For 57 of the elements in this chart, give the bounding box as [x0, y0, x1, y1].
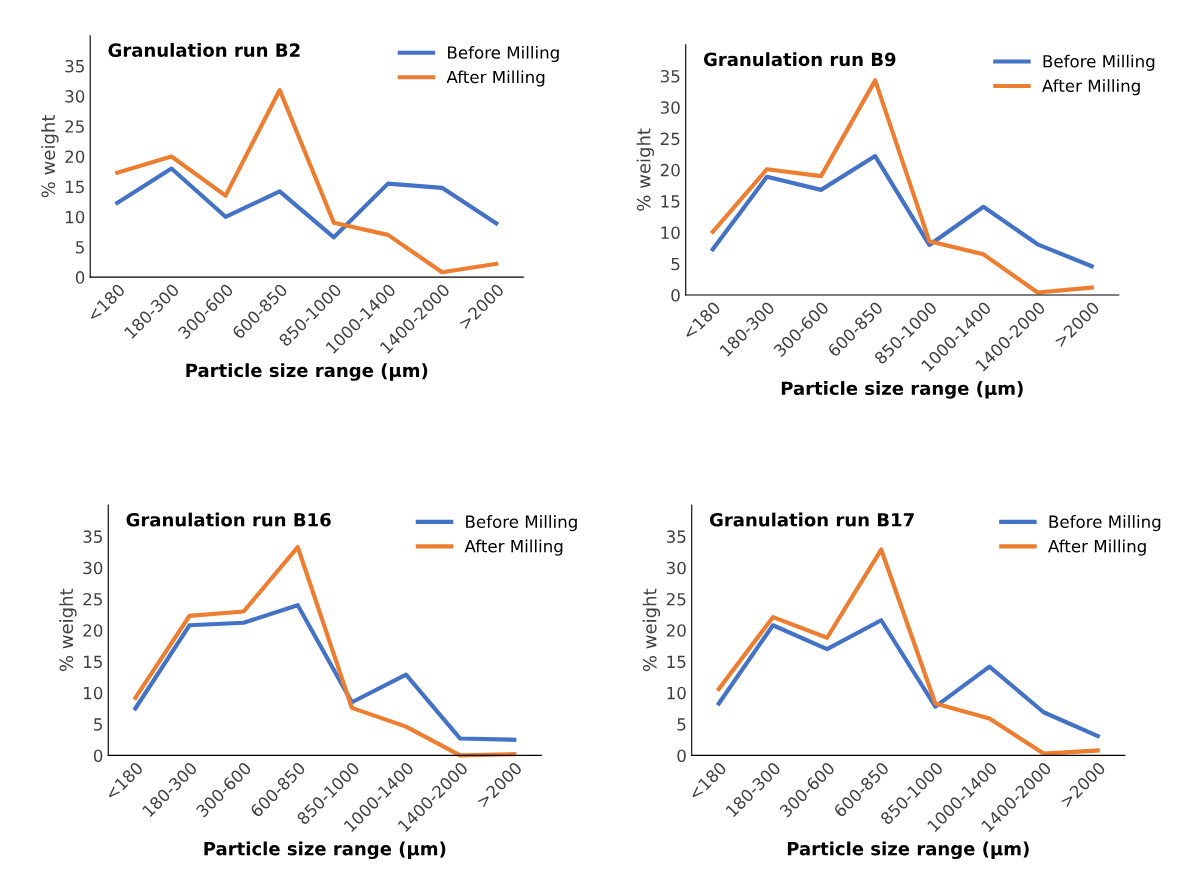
y-tick-label: 5 — [671, 257, 680, 271]
y-tick-label: 25 — [660, 132, 680, 146]
chart-title: Granulation run B17 — [709, 512, 914, 527]
y-tick-label: 30 — [65, 90, 85, 103]
y-tick-label: 0 — [75, 271, 85, 284]
legend-label: After Milling — [1042, 79, 1140, 96]
legend-label: Before Milling — [466, 515, 577, 532]
y-tick-label: 35 — [660, 69, 680, 83]
y-tick-label: 25 — [83, 592, 102, 606]
y-tick-label: 5 — [677, 718, 686, 731]
y-tick-label: 15 — [661, 195, 680, 208]
y-tick-label: 5 — [76, 241, 84, 254]
y-axis-title: % weight — [41, 115, 59, 198]
legend-label: After Milling — [1048, 539, 1146, 556]
y-axis-title: % weight — [59, 588, 77, 672]
line-series — [115, 166, 499, 240]
chart-title: Granulation run B16 — [126, 512, 331, 527]
x-axis-title: Particle size range (µm) — [787, 841, 1029, 860]
y-axis-title: % weight — [636, 128, 655, 211]
line-series — [115, 87, 499, 275]
y-tick-label: 15 — [667, 655, 686, 669]
legend-label: After Milling — [446, 70, 545, 87]
y-tick-label: 20 — [660, 163, 680, 177]
line-series — [716, 618, 1100, 739]
y-tick-label: 15 — [65, 180, 84, 194]
y-tick-label: 30 — [83, 561, 103, 575]
y-tick-label: 20 — [666, 624, 686, 637]
y-tick-label: 10 — [661, 226, 680, 240]
chart-title: Granulation run B9 — [703, 52, 896, 67]
y-tick-label: 35 — [65, 59, 84, 73]
y-tick-label: 5 — [94, 718, 102, 731]
y-tick-label: 0 — [93, 749, 103, 762]
y-tick-label: 10 — [667, 686, 686, 700]
legend-label: After Milling — [464, 539, 563, 556]
y-tick-label: 20 — [65, 150, 85, 164]
y-tick-label: 25 — [65, 120, 84, 133]
x-axis-title: Particle size range (µm) — [186, 363, 428, 381]
x-axis-title: Particle size range (µm) — [781, 381, 1023, 399]
x-axis-title: Particle size range (µm) — [204, 841, 446, 860]
y-tick-label: 10 — [65, 210, 85, 224]
y-tick-label: 30 — [666, 561, 686, 575]
y-tick-label: 30 — [660, 101, 680, 114]
line-series — [710, 154, 1094, 269]
y-tick-label: 25 — [666, 592, 686, 606]
y-tick-label: 35 — [83, 530, 102, 543]
y-tick-label: 0 — [671, 288, 680, 302]
line-series — [133, 603, 517, 742]
y-tick-label: 15 — [84, 655, 102, 669]
y-tick-label: 35 — [666, 530, 686, 543]
y-tick-label: 0 — [677, 749, 686, 762]
y-axis-title: % weight — [642, 588, 661, 672]
chart-title: Granulation run B2 — [108, 43, 300, 57]
y-tick-label: 20 — [83, 624, 103, 637]
legend-label: Before Milling — [1043, 54, 1155, 71]
legend-label: Before Milling — [448, 45, 559, 63]
legend-label: Before Milling — [1049, 515, 1161, 532]
y-tick-label: 10 — [84, 686, 103, 700]
